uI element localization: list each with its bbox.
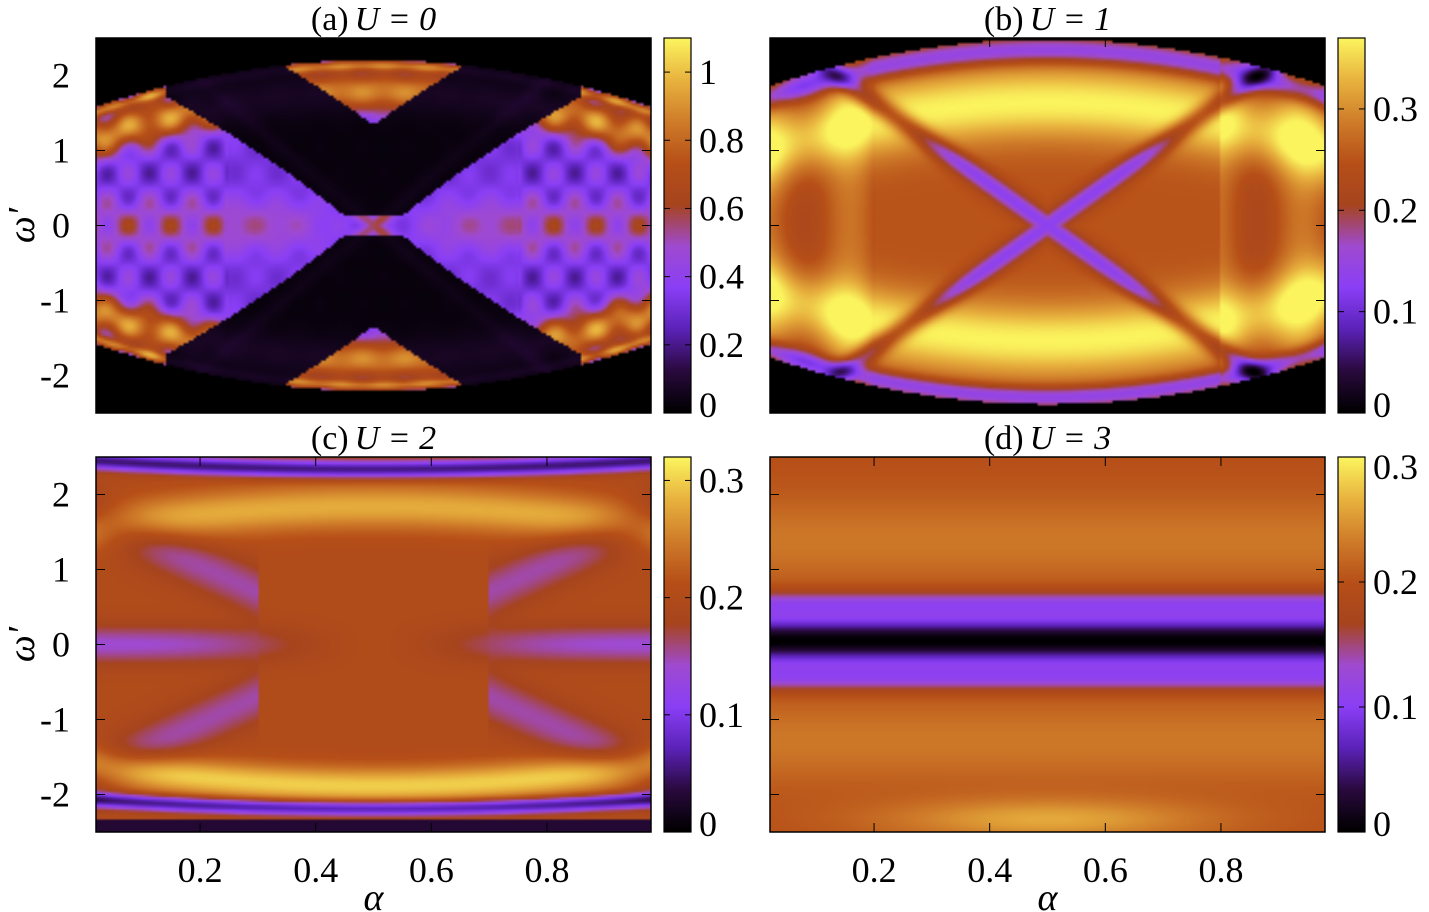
colorbar-tick-label: 0 [699, 804, 717, 844]
y-axis-label: ω′ [1, 207, 43, 243]
panel-d: 0.2 0.4 0.6 0.8 (d) U = 3 α 0 0.1 0.2 0.3 [769, 420, 1418, 912]
heatmap-image [770, 457, 1325, 832]
colorbar-frame [1337, 456, 1366, 833]
panel-title-math: U = 0 [355, 1, 437, 38]
colorbar-tick-label: 0.8 [699, 120, 744, 160]
panel-title-prefix: (d) [984, 420, 1024, 457]
x-tick-label: 0.8 [524, 850, 569, 890]
colorbar-frame [663, 37, 692, 414]
x-tick-label: 0.2 [852, 850, 897, 890]
colorbar-tick-label: 0.2 [1373, 562, 1418, 602]
x-tick-label: 0.6 [409, 850, 454, 890]
colorbar-tick-label: 0.1 [1373, 292, 1418, 332]
heatmap-image [96, 38, 651, 413]
colorbar [664, 457, 691, 832]
colorbar [664, 38, 691, 413]
colorbar-frame [663, 456, 692, 833]
colorbar-tick-label: 0.1 [1373, 687, 1418, 727]
y-tick-label: 2 [52, 475, 70, 515]
colorbar-tick-label: 0.4 [699, 257, 744, 297]
colorbar-tick-label: 0.2 [699, 325, 744, 365]
panel-b: (b) U = 1 0 0.1 0.2 0.3 [769, 1, 1418, 425]
x-axis-label: α [1038, 877, 1059, 912]
panel-title-math: U = 3 [1030, 420, 1112, 457]
heatmap-image [770, 38, 1325, 413]
colorbar-tick-label: 0 [1373, 385, 1391, 425]
x-tick-label: 0.6 [1083, 850, 1128, 890]
colorbar-tick-label: 0.3 [1373, 89, 1418, 129]
y-tick-label: 1 [52, 131, 70, 171]
x-tick-label: 0.4 [967, 850, 1012, 890]
y-tick-label: 1 [52, 550, 70, 590]
colorbar [1338, 457, 1365, 832]
colorbar-tick-label: 0.1 [699, 695, 744, 735]
y-axis-label: ω′ [1, 626, 43, 662]
panel-title: (d) U = 3 [984, 420, 1111, 457]
colorbar-tick-label: 0.3 [1373, 447, 1418, 487]
panel-title-math: U = 1 [1030, 1, 1112, 38]
y-tick-label: 0 [52, 206, 70, 246]
y-tick-label: 0 [52, 625, 70, 665]
colorbar-tick-label: 0 [699, 385, 717, 425]
colorbar-tick-label: 0.2 [699, 578, 744, 618]
y-tick-label: -2 [40, 356, 70, 396]
y-tick-label: -1 [40, 700, 70, 740]
y-tick-label: -2 [40, 775, 70, 815]
panel-title-math: U = 2 [355, 420, 437, 457]
heatmap-image [96, 457, 651, 832]
y-tick-label: -1 [40, 281, 70, 321]
colorbar-tick-label: 0.6 [699, 188, 744, 228]
colorbar-tick-label: 0.3 [699, 460, 744, 500]
panel-title-prefix: (b) [984, 1, 1024, 38]
y-tick-label: 2 [52, 56, 70, 96]
panel-title: (a) U = 0 [311, 1, 436, 38]
panel-title: (c) U = 2 [311, 420, 436, 457]
colorbar [1338, 38, 1365, 413]
x-tick-label: 0.4 [293, 850, 338, 890]
panel-title-prefix: (c) [311, 420, 349, 457]
panel-c: 2 1 0 -1 -2 0.2 0.4 0.6 0.8 (c) U = 2 ω′ α 0 0.1 0.2 0.3 [1, 420, 744, 912]
colorbar-tick-label: 0.2 [1373, 190, 1418, 230]
panel-title-prefix: (a) [311, 1, 349, 38]
panel-title: (b) U = 1 [984, 1, 1111, 38]
panel-a: 210-1-2(a) U = 0ω′00.20.40.60.81 [1, 1, 744, 425]
x-axis-label: α [364, 877, 385, 912]
colorbar-tick-label: 1 [699, 52, 717, 92]
x-tick-label: 0.2 [178, 850, 223, 890]
colorbar-frame [1337, 37, 1366, 414]
colorbar-tick-label: 0 [1373, 804, 1391, 844]
x-tick-label: 0.8 [1198, 850, 1243, 890]
